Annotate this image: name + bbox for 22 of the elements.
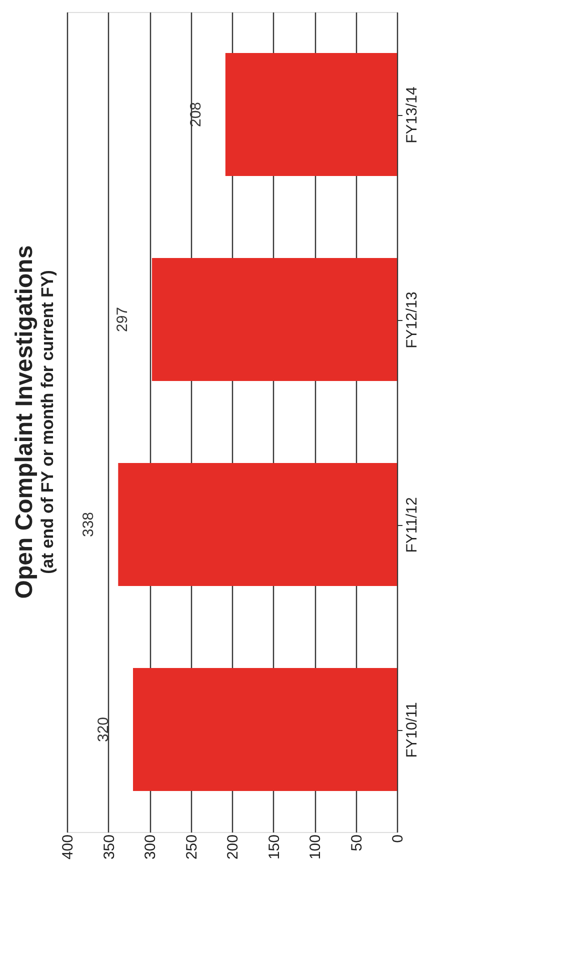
data-label: 297 (114, 306, 131, 332)
x-tick-label: 0 (390, 834, 406, 843)
text: Open Complaint Investigations (11, 245, 38, 599)
bar (133, 668, 397, 791)
x-tick-label: 300 (142, 834, 159, 860)
bar (225, 53, 397, 176)
y-tick-label: FY12/13 (404, 292, 420, 348)
x-tick-label: 200 (224, 834, 242, 860)
y-tick-label: FY13/14 (404, 86, 420, 144)
bar (118, 463, 397, 586)
x-tick-label: 350 (100, 834, 118, 860)
x-tick-label: 400 (60, 834, 76, 860)
x-tick-label: 150 (266, 834, 283, 860)
y-tick-label: FY10/11 (404, 702, 420, 758)
bar (152, 258, 397, 381)
data-label: 338 (80, 512, 98, 538)
x-tick-label: 50 (348, 834, 366, 852)
x-tick-label: 100 (307, 834, 324, 860)
y-tick-label: FY11/12 (404, 497, 420, 553)
text: (at end of FY or month for current FY) (38, 270, 57, 574)
data-label: 320 (95, 716, 112, 742)
x-tick-label: 250 (183, 834, 200, 860)
